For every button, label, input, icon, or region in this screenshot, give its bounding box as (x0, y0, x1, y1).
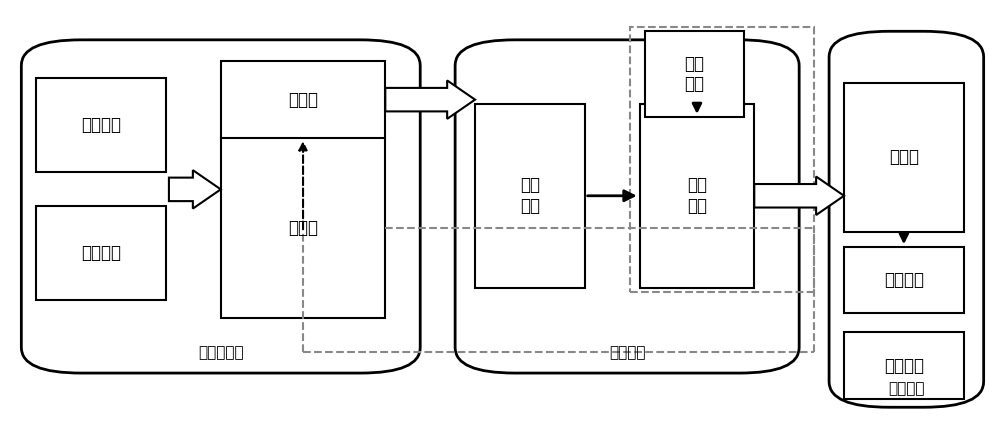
Text: 训练集: 训练集 (288, 91, 318, 109)
Polygon shape (754, 177, 844, 215)
Text: 新数据: 新数据 (889, 148, 919, 166)
Text: 模型
输出: 模型 输出 (687, 176, 707, 215)
FancyBboxPatch shape (829, 31, 984, 407)
FancyBboxPatch shape (21, 40, 420, 373)
Text: 动作识别: 动作识别 (888, 381, 925, 396)
Bar (475, 104, 585, 288)
Bar (645, 31, 744, 117)
Polygon shape (169, 170, 221, 209)
Text: 数据预处理: 数据预处理 (198, 345, 244, 360)
Bar (640, 104, 754, 288)
Text: 当前动作: 当前动作 (81, 116, 121, 134)
Text: 原始数据: 原始数据 (81, 244, 121, 262)
Bar (36, 78, 166, 172)
Text: 动作识别: 动作识别 (884, 356, 924, 375)
Bar (36, 206, 166, 301)
Text: 动作
标签: 动作 标签 (684, 55, 704, 93)
Text: 测试集: 测试集 (288, 219, 318, 237)
Polygon shape (385, 80, 475, 119)
Text: 模型生成: 模型生成 (609, 345, 645, 360)
Text: 动作输出: 动作输出 (884, 271, 924, 289)
Bar (844, 83, 964, 232)
Bar (844, 247, 964, 313)
Bar (221, 61, 385, 317)
FancyBboxPatch shape (455, 40, 799, 373)
Bar (630, 27, 814, 292)
Bar (844, 332, 964, 399)
Text: 模型
训练: 模型 训练 (520, 176, 540, 215)
